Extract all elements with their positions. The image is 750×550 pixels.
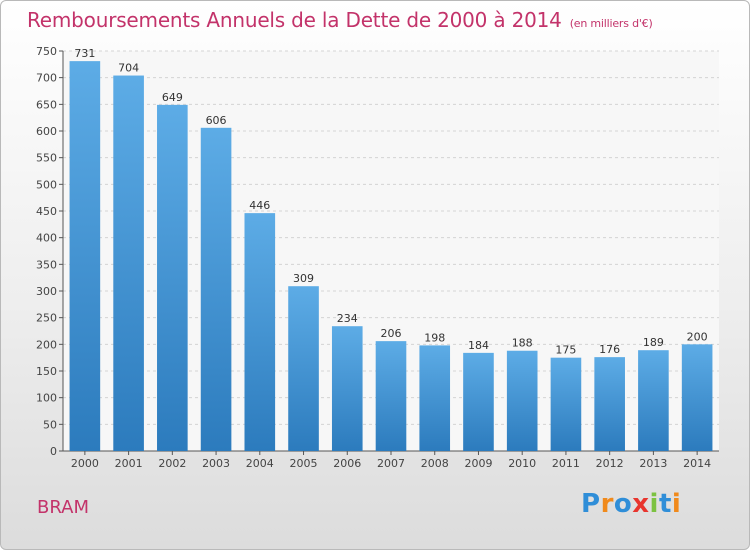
x-tick-label: 2011: [552, 457, 580, 470]
data-label: 309: [293, 272, 314, 285]
logo-letter: P: [581, 489, 601, 519]
logo-letter: r: [600, 489, 614, 519]
bar: [638, 350, 669, 451]
bar: [113, 75, 144, 452]
chart-unit: (en milliers d'€): [569, 17, 653, 30]
x-tick-label: 2013: [639, 457, 667, 470]
y-tick-label: 250: [36, 312, 57, 325]
y-tick-label: 750: [36, 45, 57, 58]
bar: [244, 213, 276, 451]
data-label: 176: [599, 343, 620, 356]
y-tick-label: 450: [36, 205, 57, 218]
x-tick-label: 2006: [333, 457, 361, 470]
x-tick-label: 2007: [377, 457, 405, 470]
y-tick-label: 650: [36, 98, 57, 111]
data-label: 206: [381, 327, 402, 340]
bar: [681, 344, 713, 451]
bar: [331, 326, 363, 451]
y-tick-label: 550: [36, 152, 57, 165]
x-tick-label: 2003: [202, 457, 230, 470]
data-label: 189: [643, 336, 664, 349]
bar: [200, 127, 232, 452]
x-tick-label: 2000: [71, 457, 99, 470]
logo-letter: x: [632, 489, 650, 519]
x-tick-label: 2010: [508, 457, 536, 470]
x-tick-label: 2005: [290, 457, 318, 470]
bar: [375, 341, 407, 451]
y-tick-label: 350: [36, 258, 57, 271]
bar: [288, 286, 319, 451]
y-tick-label: 200: [36, 338, 57, 351]
bar: [594, 357, 625, 451]
bar: [506, 350, 538, 451]
logo-letter: i: [649, 489, 659, 519]
x-tick-label: 2009: [464, 457, 492, 470]
bar: [550, 357, 582, 451]
x-tick-label: 2004: [246, 457, 274, 470]
data-label: 200: [687, 330, 708, 343]
proxiti-logo: Proxiti: [581, 489, 681, 519]
y-tick-label: 300: [36, 285, 57, 298]
logo-letter: i: [671, 489, 682, 519]
y-tick-label: 0: [50, 445, 57, 458]
y-tick-label: 150: [36, 365, 57, 378]
y-tick-label: 600: [36, 125, 57, 138]
data-label: 184: [468, 339, 489, 352]
bar: [419, 345, 451, 451]
y-tick-label: 500: [36, 178, 57, 191]
commune-name: BRAM: [37, 497, 89, 518]
data-label: 175: [555, 344, 576, 357]
x-tick-label: 2002: [158, 457, 186, 470]
y-tick-label: 100: [36, 392, 57, 405]
data-label: 649: [162, 91, 183, 104]
data-label: 234: [337, 312, 358, 325]
data-label: 731: [74, 47, 95, 60]
data-label: 198: [424, 331, 445, 344]
logo-letter: o: [613, 489, 633, 519]
x-tick-label: 2012: [596, 457, 624, 470]
y-tick-label: 700: [36, 72, 57, 85]
data-label: 704: [118, 62, 139, 75]
bar: [157, 104, 188, 451]
x-tick-label: 2014: [683, 457, 711, 470]
x-tick-label: 2008: [421, 457, 449, 470]
x-tick-label: 2001: [115, 457, 143, 470]
bar: [463, 352, 494, 451]
y-tick-label: 50: [43, 418, 57, 431]
y-tick-label: 400: [36, 232, 57, 245]
logo-letter: t: [658, 489, 672, 519]
bar: [69, 61, 101, 452]
chart-title: Remboursements Annuels de la Dette de 20…: [27, 8, 653, 32]
data-label: 188: [512, 337, 533, 350]
chart-title-text: Remboursements Annuels de la Dette de 20…: [27, 8, 562, 32]
data-label: 446: [249, 199, 270, 212]
data-label: 606: [206, 114, 227, 127]
